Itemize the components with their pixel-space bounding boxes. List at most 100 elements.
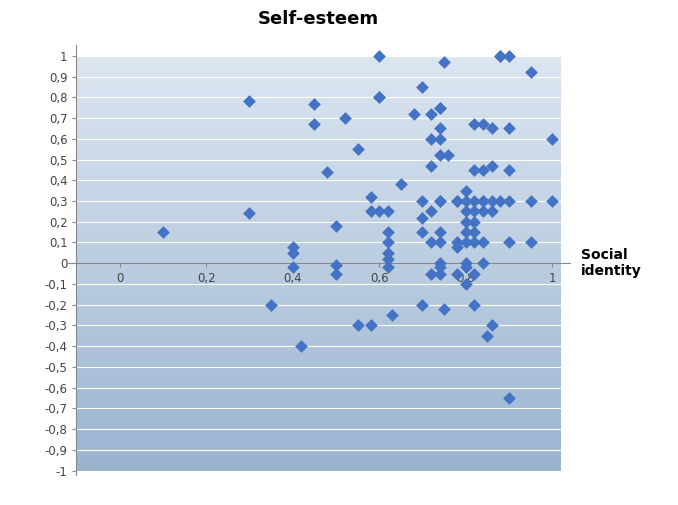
Bar — [77, 125, 561, 132]
Point — [382, 208, 393, 216]
Point — [426, 238, 437, 246]
Point — [435, 270, 445, 278]
Point — [382, 255, 393, 263]
Bar — [77, 263, 561, 270]
Point — [287, 263, 298, 271]
Bar — [77, 90, 561, 97]
Point — [460, 228, 471, 236]
Bar — [77, 312, 561, 319]
Point — [435, 152, 445, 160]
Bar — [77, 187, 561, 194]
Bar — [77, 409, 561, 415]
Point — [435, 104, 445, 112]
Bar — [77, 145, 561, 153]
Point — [382, 249, 393, 257]
Bar — [77, 229, 561, 235]
Point — [477, 259, 488, 267]
Point — [309, 99, 320, 108]
Point — [452, 238, 462, 246]
Point — [477, 238, 488, 246]
Bar — [77, 56, 561, 63]
Point — [482, 332, 493, 340]
Point — [525, 238, 536, 246]
Point — [365, 193, 376, 201]
Point — [435, 104, 445, 112]
Point — [417, 300, 428, 309]
Bar — [77, 83, 561, 90]
Text: Self-esteem: Self-esteem — [258, 10, 379, 28]
Point — [352, 145, 363, 153]
Point — [439, 305, 450, 313]
Point — [486, 197, 497, 205]
Bar — [77, 429, 561, 436]
Point — [331, 222, 342, 230]
Bar — [77, 249, 561, 256]
Bar — [77, 118, 561, 125]
Point — [469, 120, 480, 128]
Bar — [77, 63, 561, 70]
Bar — [77, 97, 561, 104]
Bar — [77, 339, 561, 346]
Bar — [77, 208, 561, 215]
Bar — [77, 319, 561, 325]
Bar — [77, 215, 561, 222]
Point — [395, 180, 406, 188]
Point — [469, 197, 480, 205]
Point — [374, 93, 384, 102]
Bar — [77, 388, 561, 394]
Point — [382, 228, 393, 236]
Bar — [77, 381, 561, 388]
Point — [339, 114, 350, 122]
Bar — [77, 401, 561, 409]
Point — [504, 124, 515, 132]
Point — [469, 166, 480, 174]
Point — [417, 83, 428, 91]
Bar — [77, 256, 561, 263]
Bar — [77, 242, 561, 249]
Point — [504, 197, 515, 205]
Bar — [77, 464, 561, 471]
Point — [157, 228, 168, 236]
Bar — [77, 305, 561, 312]
Point — [435, 263, 445, 271]
Point — [426, 135, 437, 143]
Bar — [77, 111, 561, 118]
Point — [435, 124, 445, 132]
Point — [469, 270, 480, 278]
Point — [386, 311, 397, 319]
Point — [244, 210, 255, 218]
Bar — [77, 346, 561, 353]
Point — [546, 197, 557, 205]
Text: Social
identity: Social identity — [580, 248, 641, 278]
Point — [374, 208, 384, 216]
Point — [417, 214, 428, 222]
Point — [486, 208, 497, 216]
Point — [374, 52, 384, 60]
Bar — [77, 353, 561, 360]
Point — [296, 342, 306, 350]
Bar — [77, 360, 561, 367]
Point — [504, 166, 515, 174]
Bar — [77, 415, 561, 422]
Bar — [77, 422, 561, 429]
Bar — [77, 436, 561, 443]
Point — [460, 263, 471, 271]
Point — [525, 197, 536, 205]
Point — [287, 249, 298, 257]
Point — [477, 166, 488, 174]
Bar — [77, 277, 561, 284]
Point — [477, 197, 488, 205]
Bar — [77, 325, 561, 332]
Point — [486, 162, 497, 170]
Point — [452, 197, 462, 205]
Bar — [77, 235, 561, 242]
Point — [439, 58, 450, 66]
Bar — [77, 77, 561, 83]
Point — [426, 270, 437, 278]
Bar — [77, 450, 561, 457]
Point — [469, 228, 480, 236]
Bar — [77, 139, 561, 145]
Point — [460, 218, 471, 226]
Point — [322, 168, 333, 176]
Bar — [77, 332, 561, 339]
